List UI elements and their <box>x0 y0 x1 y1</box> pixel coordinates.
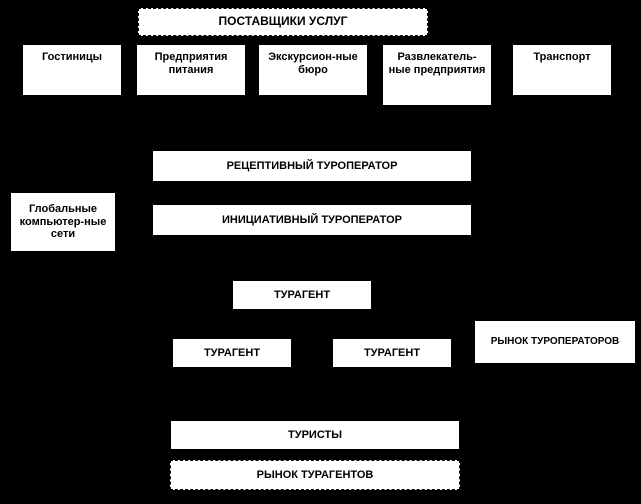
diagram-canvas: ПОСТАВЩИКИ УСЛУГ Гостиницы Предприятия п… <box>0 0 641 504</box>
node-label: Экскурсион-ные бюро <box>263 51 363 76</box>
node-label: Предприятия питания <box>141 51 241 76</box>
node-agent-market: РЫНОК ТУРАГЕНТОВ <box>170 460 460 490</box>
node-tour-agent-left: ТУРАГЕНТ <box>172 338 292 368</box>
node-label: Транспорт <box>533 51 590 64</box>
node-receptive-operator: РЕЦЕПТИВНЫЙ ТУРОПЕРАТОР <box>152 150 472 182</box>
node-tour-agent-top: ТУРАГЕНТ <box>232 280 372 310</box>
node-label: Глобальные компьютер-ные сети <box>15 203 111 241</box>
node-label: РЫНОК ТУРАГЕНТОВ <box>257 469 374 482</box>
node-label: Гостиницы <box>42 51 102 64</box>
node-tourists: ТУРИСТЫ <box>170 420 460 450</box>
node-label: РЫНОК ТУРОПЕРАТОРОВ <box>491 336 620 348</box>
node-label: РЕЦЕПТИВНЫЙ ТУРОПЕРАТОР <box>227 160 398 173</box>
node-label: ПОСТАВЩИКИ УСЛУГ <box>219 15 348 29</box>
node-initiative-operator: ИНИЦИАТИВНЫЙ ТУРОПЕРАТОР <box>152 204 472 236</box>
node-hotels: Гостиницы <box>22 44 122 96</box>
node-suppliers-header: ПОСТАВЩИКИ УСЛУГ <box>138 8 428 36</box>
node-catering: Предприятия питания <box>136 44 246 96</box>
node-tour-agent-right: ТУРАГЕНТ <box>332 338 452 368</box>
node-global-networks: Глобальные компьютер-ные сети <box>10 192 116 252</box>
node-label: ТУРИСТЫ <box>288 429 342 442</box>
node-excursion: Экскурсион-ные бюро <box>258 44 368 96</box>
node-label: ТУРАГЕНТ <box>274 289 330 302</box>
node-operator-market: РЫНОК ТУРОПЕРАТОРОВ <box>474 320 636 364</box>
node-entertainment: Развлекатель-ные предприятия <box>382 44 492 106</box>
node-label: ИНИЦИАТИВНЫЙ ТУРОПЕРАТОР <box>222 214 402 227</box>
node-label: ТУРАГЕНТ <box>204 347 260 360</box>
node-transport: Транспорт <box>512 44 612 96</box>
node-label: Развлекатель-ные предприятия <box>387 51 487 76</box>
node-label: ТУРАГЕНТ <box>364 347 420 360</box>
